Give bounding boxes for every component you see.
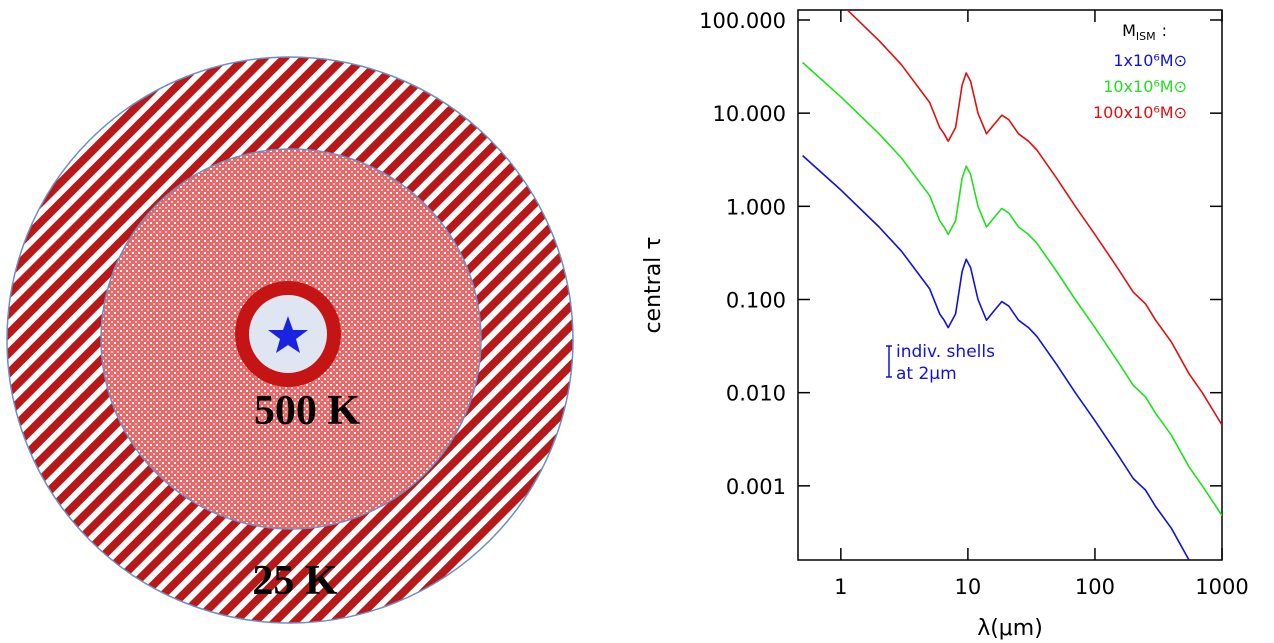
chart: central τ λ(μm) 1 10 100 1000 100.000 10.000 1… — [641, 9, 1249, 641]
y-tick-label: 10.000 — [713, 102, 786, 126]
x-tick-label: 1000 — [1195, 575, 1248, 599]
annotation: indiv. shells — [896, 342, 995, 362]
series-line — [802, 61, 1222, 516]
y-tick-label: 0.001 — [726, 475, 786, 499]
y-tick-label: 0.100 — [726, 289, 786, 313]
temperature-label: 500 K — [254, 388, 361, 434]
legend-entry: 100x10⁶M⊙ — [1093, 103, 1187, 122]
x-tick-label: 100 — [1075, 575, 1115, 599]
x-axis-label: λ(μm) — [977, 616, 1043, 641]
y-axis-label: central τ — [641, 236, 666, 333]
y-tick-label: 0.010 — [726, 382, 786, 406]
shell-diagram: 500 K 25 K — [6, 56, 574, 624]
legend-title: MISM: — [1122, 21, 1167, 43]
legend-title-part: M — [1122, 21, 1136, 40]
series-line — [846, 10, 1222, 426]
series-line — [802, 155, 1190, 560]
y-tick-label: 100.000 — [699, 9, 786, 33]
legend-entry: 1x10⁶M⊙ — [1113, 51, 1187, 70]
annotation: at 2μm — [896, 364, 957, 384]
star — [268, 316, 308, 353]
temperature-label: 25 K — [252, 558, 338, 604]
legend-title-part: : — [1162, 21, 1167, 40]
plot-frame — [797, 9, 1223, 561]
x-tick-label: 1 — [834, 575, 847, 599]
y-tick-label: 1.000 — [726, 195, 786, 219]
x-tick-label: 10 — [955, 575, 982, 599]
legend-entry: 10x10⁶M⊙ — [1103, 77, 1187, 96]
legend-title-part: ISM — [1136, 30, 1156, 43]
